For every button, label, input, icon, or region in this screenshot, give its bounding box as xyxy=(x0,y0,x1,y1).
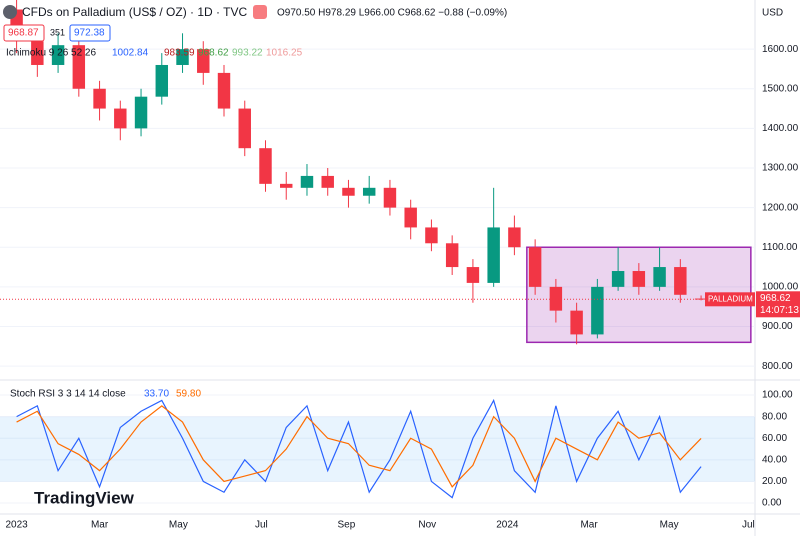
candle-body xyxy=(114,108,127,129)
candle-body xyxy=(300,175,314,188)
symbol-label-bg xyxy=(705,292,755,307)
x-tick-label: Jul xyxy=(742,520,755,531)
candle-body xyxy=(93,88,106,109)
x-tick-label: Mar xyxy=(580,520,598,531)
last-price-label: 968.62 xyxy=(760,293,791,304)
candle-body xyxy=(51,45,65,65)
candle-body xyxy=(31,41,44,65)
candle-body xyxy=(259,148,272,184)
x-tick-label: 2024 xyxy=(496,520,519,531)
bid: 968.87 xyxy=(8,28,39,39)
y-tick-label: 0.00 xyxy=(762,498,782,509)
y-tick-label: 1600.00 xyxy=(762,44,799,55)
x-tick-label: Nov xyxy=(418,520,436,531)
candle-body xyxy=(694,298,708,300)
y-tick-label: 80.00 xyxy=(762,411,787,422)
candle-body xyxy=(72,45,86,89)
candle-body xyxy=(591,286,604,335)
candle-body xyxy=(383,187,397,208)
candle-body xyxy=(238,108,251,149)
stoch-line xyxy=(16,405,702,488)
x-tick-label: 2023 xyxy=(5,520,28,531)
stoch-d-value: 59.80 xyxy=(176,389,201,400)
x-tick-label: Jul xyxy=(255,520,268,531)
y-tick-label: 1400.00 xyxy=(762,123,799,134)
candle-body xyxy=(197,49,210,73)
candle-body xyxy=(466,267,480,283)
x-tick-label: Mar xyxy=(91,520,109,531)
spread: 351 xyxy=(50,27,65,37)
y-tick-label: 1500.00 xyxy=(762,83,799,94)
x-tick-label: May xyxy=(660,520,679,531)
candle-body xyxy=(611,271,625,287)
title: CFDs on Palladium (US$ / OZ) · 1D · TVC xyxy=(22,5,247,19)
y-tick-label: 800.00 xyxy=(762,361,793,372)
candle-body xyxy=(425,227,438,244)
y-tick-label: 100.00 xyxy=(762,390,793,401)
brand: TradingView xyxy=(34,488,135,507)
candle-body xyxy=(404,207,417,228)
alert-icon[interactable] xyxy=(253,5,267,19)
candle-body xyxy=(549,286,563,311)
y-tick-label: 40.00 xyxy=(762,454,787,465)
bid-box[interactable] xyxy=(3,24,45,42)
candle-body xyxy=(570,310,583,335)
stoch-title: Stoch RSI 3 3 14 14 close xyxy=(10,389,126,400)
candle-body xyxy=(508,227,521,248)
candle-body xyxy=(176,49,189,65)
candle-body xyxy=(528,247,542,287)
candle-body xyxy=(445,243,459,268)
ichimoku-value: 983.59 xyxy=(164,48,195,59)
candle-body xyxy=(321,175,334,188)
stoch-band xyxy=(0,416,755,482)
y-tick-label: 60.00 xyxy=(762,433,787,444)
ichimoku-value: 993.22 xyxy=(232,48,263,59)
candle-body xyxy=(653,267,666,287)
currency[interactable]: USD xyxy=(762,8,783,19)
candle-body xyxy=(134,96,148,129)
y-tick-label: 20.00 xyxy=(762,476,787,487)
y-tick-label: 1100.00 xyxy=(762,242,798,253)
countdown: 14:07:13 xyxy=(760,305,799,316)
y-tick-label: 1300.00 xyxy=(762,163,799,174)
symbol-icon xyxy=(3,5,17,19)
y-tick-label: 1200.00 xyxy=(762,202,799,213)
ichimoku-value: 1002.84 xyxy=(112,48,149,59)
candle-body xyxy=(217,72,231,109)
candle-body xyxy=(362,187,376,196)
x-tick-label: Sep xyxy=(337,520,355,531)
ichimoku-label: Ichimoku 9 26 52 26 xyxy=(6,48,96,59)
candle-body xyxy=(280,183,293,188)
last-price-bg xyxy=(756,291,800,318)
candle-body xyxy=(674,267,687,295)
candle-body xyxy=(155,64,169,97)
ask: 972.38 xyxy=(74,28,105,39)
candle-body xyxy=(342,187,355,196)
candle-body xyxy=(632,271,646,287)
candle-body xyxy=(487,227,500,283)
stoch-k-value: 33.70 xyxy=(144,389,169,400)
ask-box[interactable] xyxy=(69,24,111,42)
ichimoku-value: 968.62 xyxy=(198,48,229,59)
stoch-line xyxy=(16,398,702,499)
y-tick-label: 900.00 xyxy=(762,321,793,332)
x-tick-label: May xyxy=(169,520,188,531)
ichimoku-value: 1016.25 xyxy=(266,48,303,59)
ohlc: O970.50 H978.29 L966.00 C968.62 −0.88 (−… xyxy=(277,8,507,19)
y-tick-label: 1000.00 xyxy=(762,282,799,293)
symbol-label: PALLADIUM xyxy=(708,294,753,303)
